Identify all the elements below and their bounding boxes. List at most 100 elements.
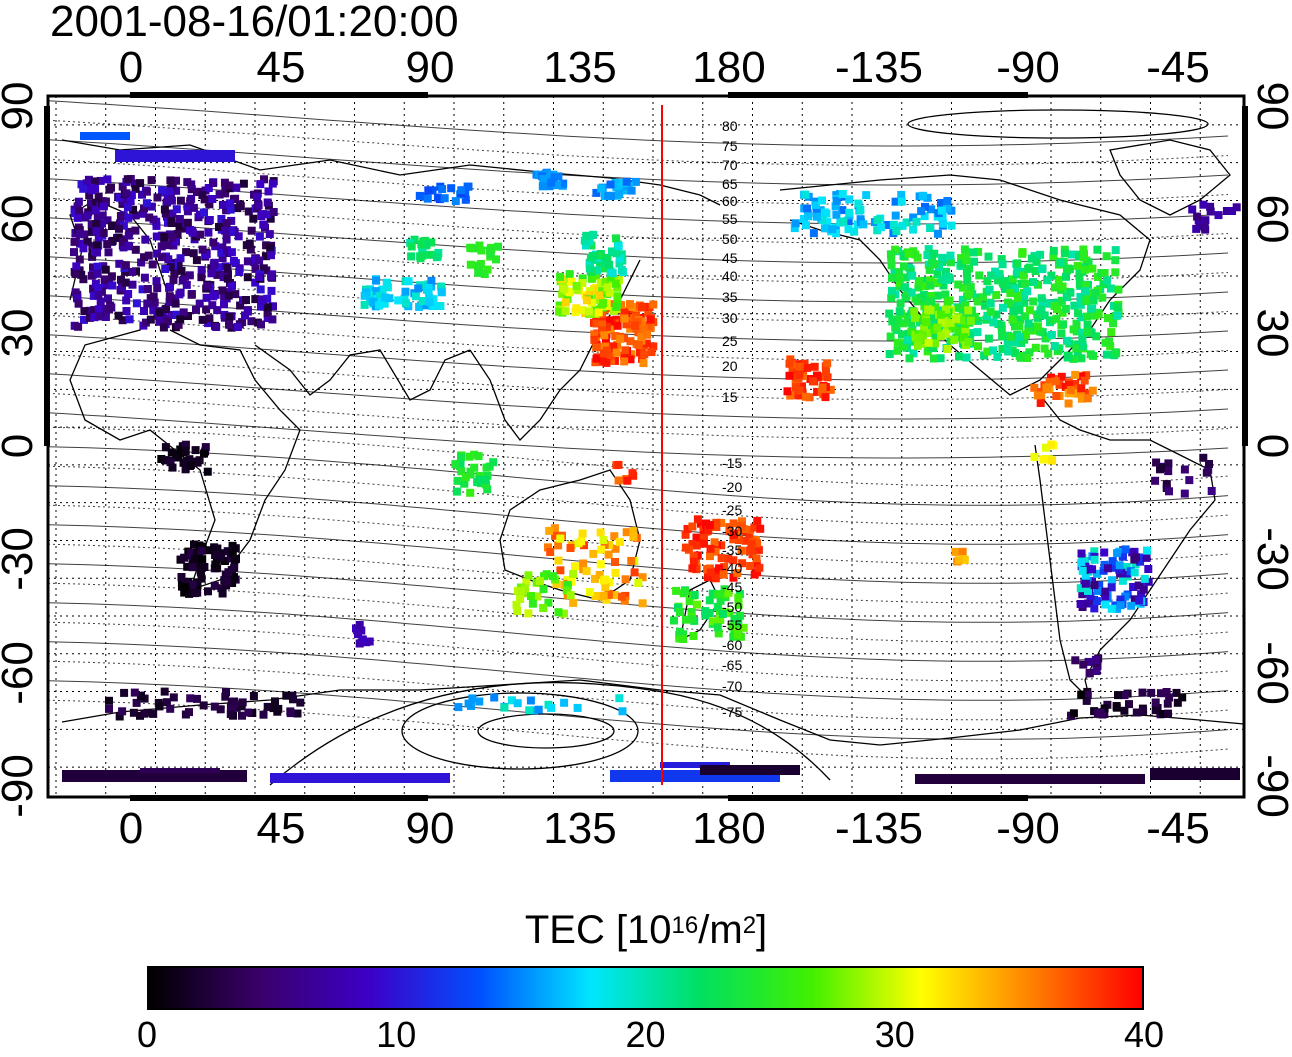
tec-cell (418, 247, 427, 256)
tec-cell (936, 354, 945, 363)
tec-cell (611, 568, 620, 577)
coastline-segment (469, 259, 641, 441)
tec-cell (1078, 566, 1087, 575)
tec-cell (193, 548, 202, 557)
tec-cell (1036, 327, 1045, 336)
tec-cell (1077, 690, 1086, 699)
tec-cell (1180, 489, 1189, 498)
tec-cell (973, 297, 982, 306)
tec-cell (104, 294, 112, 303)
tec-cell (612, 348, 621, 357)
dip-label: -70 (722, 678, 742, 694)
tec-cell (631, 177, 640, 186)
tec-cell (153, 193, 162, 202)
tec-cell (91, 279, 100, 288)
tec-cell (615, 694, 624, 703)
tec-cell (83, 211, 92, 220)
tec-cell (401, 287, 410, 296)
tec-cell (938, 275, 947, 284)
tec-cell (124, 290, 133, 298)
tec-cell (226, 199, 235, 208)
tec-cell (124, 231, 133, 240)
tec-cell (166, 263, 175, 272)
tec-cell (1025, 306, 1034, 315)
tec-cell (447, 184, 456, 193)
tec-cell (984, 334, 993, 343)
tec-cell (365, 637, 374, 646)
tec-cell (1064, 381, 1073, 389)
tec-cell (614, 242, 623, 250)
tec-cell (548, 572, 557, 581)
tec-cell (1108, 576, 1117, 585)
tec-cell (152, 232, 161, 241)
tec-cell (1057, 329, 1066, 338)
tec-cell (729, 556, 738, 565)
colorbar-tick-label: 0 (136, 1014, 158, 1055)
tec-cell (103, 216, 112, 225)
tec-cell (954, 280, 963, 289)
tec-cell (620, 351, 629, 360)
lon-tick-bottom: 180 (692, 804, 765, 853)
tec-band (700, 765, 800, 775)
tec-cell (1108, 557, 1117, 566)
tec-cell (535, 577, 544, 585)
tec-cell (140, 273, 149, 282)
tec-cell (456, 459, 465, 468)
tec-cell (1084, 587, 1092, 595)
tec-cell (1106, 342, 1115, 350)
dip-label: -50 (722, 599, 742, 615)
colorbar-tick-label: 10 (376, 1014, 417, 1055)
tec-cell (891, 323, 900, 332)
tec-cell (263, 303, 272, 312)
tec-cell (415, 191, 424, 200)
tec-cell (1066, 288, 1075, 297)
tec-band (140, 768, 220, 773)
tec-cell (375, 301, 384, 310)
dip-label: 45 (722, 250, 738, 266)
tec-cell (222, 581, 231, 590)
tec-cell (296, 698, 305, 707)
tec-cell (1138, 688, 1147, 697)
tec-cell (530, 706, 539, 715)
tec-cell (565, 288, 574, 297)
tec-cell (155, 308, 164, 317)
tec-cell (1030, 453, 1039, 461)
dip-contour (47, 373, 1229, 420)
tec-cell (93, 248, 102, 257)
tec-cell (115, 193, 124, 202)
dip-contour (47, 524, 1229, 584)
tec-cell (1057, 372, 1066, 381)
tec-cell (185, 455, 194, 464)
tec-cell (1003, 339, 1012, 348)
tec-cell (474, 268, 483, 277)
tec-cell (938, 258, 947, 266)
tec-cell (140, 253, 148, 262)
tec-cell (682, 615, 690, 624)
tec-cell (674, 603, 682, 612)
tec-cell (516, 595, 525, 603)
tec-cell (1064, 399, 1073, 408)
tec-cell (1084, 599, 1093, 608)
lon-tick-top: -135 (835, 43, 923, 92)
tec-cell (1073, 261, 1082, 270)
tec-cell (243, 257, 252, 266)
tec-cell (1040, 344, 1049, 353)
tec-cell (201, 443, 210, 452)
tec-cell (142, 199, 151, 208)
tec-cell (946, 258, 955, 267)
tec-cell (96, 176, 105, 185)
tec-cell (1093, 245, 1102, 254)
tec-cell (701, 607, 710, 616)
tec-cell (676, 608, 684, 616)
tec-cell (141, 318, 150, 327)
tec-cell (436, 302, 445, 310)
tec-cell (602, 358, 611, 367)
tec-cell (1093, 586, 1102, 595)
tec-cell (926, 306, 935, 315)
lat-tick-left: 0 (0, 434, 42, 458)
tec-cell (222, 235, 231, 244)
tec-cell (385, 294, 394, 303)
tec-cell (475, 263, 484, 272)
tec-cell (210, 581, 219, 590)
tec-cell (1044, 349, 1053, 358)
